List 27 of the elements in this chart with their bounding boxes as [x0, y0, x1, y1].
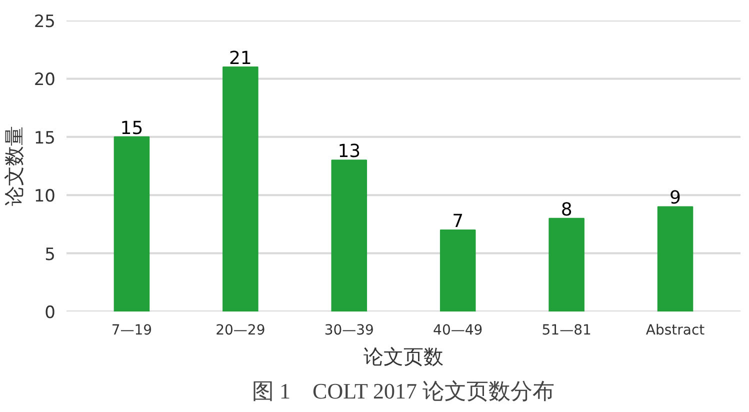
x-axis-title: 论文页数: [364, 346, 444, 368]
x-tick-label: 30—39: [324, 322, 374, 338]
data-label: 21: [228, 48, 252, 70]
data-label: 8: [560, 199, 572, 220]
data-label: 9: [670, 188, 681, 209]
data-label: 13: [338, 141, 361, 162]
x-tick-label: 7—19: [111, 322, 152, 338]
y-axis-title: 论文数量: [4, 126, 26, 206]
bar: [548, 218, 584, 312]
x-tick-label: 40—49: [433, 322, 483, 338]
y-tick-label: 0: [44, 303, 56, 323]
bar: [114, 136, 150, 312]
y-tick-label: 20: [34, 70, 56, 90]
data-label: 7: [452, 211, 464, 232]
x-tick-label: Abstract: [646, 322, 706, 338]
text: 图 1 COLT 2017 论文页数分布: [252, 378, 555, 404]
x-tick-label: 51—81: [542, 322, 592, 338]
bar: [222, 66, 258, 312]
y-tick-label: 5: [44, 244, 56, 265]
bar: [657, 206, 694, 312]
bar: [331, 160, 368, 312]
x-tick-label: 20—29: [216, 322, 266, 338]
y-tick-label: 15: [34, 128, 56, 148]
y-tick-label: 25: [34, 12, 56, 32]
data-label: 15: [120, 118, 144, 139]
y-tick-label: 10: [34, 186, 56, 207]
bar: [440, 230, 476, 312]
